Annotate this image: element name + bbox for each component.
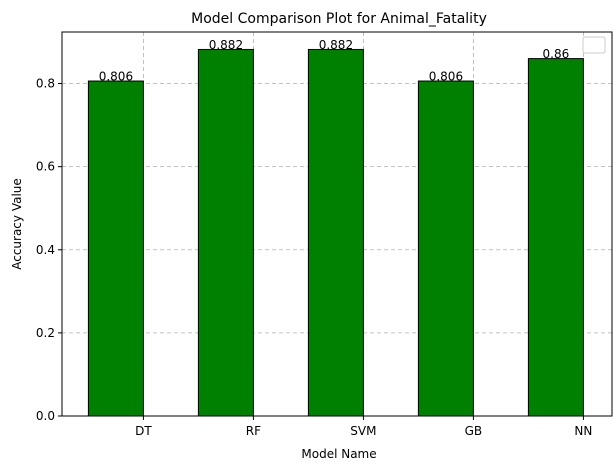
y-tick-label: 0.4 — [36, 243, 55, 257]
y-axis-label: Accuracy Value — [10, 178, 24, 270]
x-tick-label-rf: RF — [246, 424, 261, 438]
data-label-dt: 0.806 — [99, 70, 133, 84]
x-tick-label-svm: SVM — [350, 424, 376, 438]
x-axis-label: Model Name — [301, 447, 376, 461]
data-label-rf: 0.882 — [209, 38, 243, 52]
data-labels: 0.806 0.882 0.882 0.806 0.86 — [99, 38, 570, 84]
legend-box — [582, 36, 606, 54]
data-label-gb: 0.806 — [429, 70, 463, 84]
bar-nn — [527, 58, 584, 417]
y-tick-label: 0.8 — [36, 77, 55, 91]
data-label-svm: 0.882 — [319, 38, 353, 52]
x-tick-label-nn: NN — [574, 424, 592, 438]
bar-dt — [87, 80, 144, 417]
bar-svm — [307, 48, 364, 417]
chart-title: Model Comparison Plot for Animal_Fatalit… — [191, 11, 487, 27]
y-tick-label: 0.6 — [36, 160, 55, 174]
bar-gb — [417, 80, 474, 417]
data-label-nn: 0.86 — [543, 47, 570, 61]
x-tick-label-dt: DT — [135, 424, 152, 438]
axis-ticks: 0.0 0.2 0.4 0.6 0.8 DT RF SVM GB NN — [36, 77, 592, 438]
y-tick-label: 0.0 — [36, 409, 55, 423]
bar-rf — [197, 48, 254, 417]
y-tick-label: 0.2 — [36, 326, 55, 340]
axes-frame — [61, 31, 613, 417]
bars — [87, 48, 584, 417]
x-tick-label-gb: GB — [465, 424, 483, 438]
